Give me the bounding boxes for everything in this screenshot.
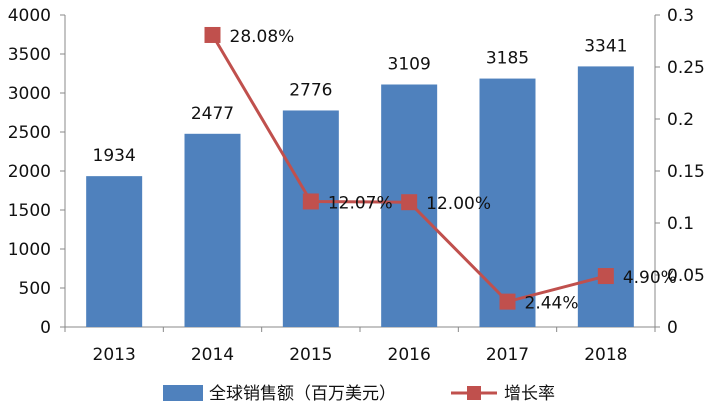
x-tick-label: 2018 bbox=[584, 345, 627, 365]
bar bbox=[479, 78, 536, 327]
bar-value-label: 3109 bbox=[388, 54, 431, 74]
left-tick-label: 2000 bbox=[8, 162, 51, 182]
growth-rate-label: 12.00% bbox=[426, 194, 491, 214]
bar-value-label: 3185 bbox=[486, 49, 529, 69]
right-tick-label: 0.15 bbox=[667, 162, 705, 182]
bar-value-label: 1934 bbox=[93, 146, 136, 166]
right-tick-label: 0.2 bbox=[667, 110, 694, 130]
right-tick-label: 0 bbox=[667, 318, 678, 338]
left-tick-label: 4000 bbox=[8, 6, 51, 26]
left-tick-label: 500 bbox=[19, 279, 51, 299]
growth-rate-marker bbox=[499, 293, 516, 310]
left-tick-label: 3000 bbox=[8, 84, 51, 104]
legend-bar-label: 全球销售额（百万美元） bbox=[209, 384, 396, 404]
legend-line-marker bbox=[467, 386, 481, 400]
right-tick-label: 0.3 bbox=[667, 6, 694, 26]
growth-rate-label: 28.08% bbox=[230, 27, 295, 47]
legend-bar-swatch bbox=[163, 385, 203, 401]
x-tick-label: 2016 bbox=[388, 345, 431, 365]
bar-value-label: 2776 bbox=[289, 80, 332, 100]
bar-value-label: 2477 bbox=[191, 104, 234, 124]
legend-line-label: 增长率 bbox=[504, 384, 555, 404]
line-labels-group: 28.08% 12.07% 12.00% 2.44% 4.90% bbox=[230, 27, 677, 314]
left-tick-label: 1000 bbox=[8, 240, 51, 260]
line-group bbox=[204, 26, 614, 310]
left-tick-label: 3500 bbox=[8, 45, 51, 65]
axes-group: 0 500 1000 1500 2000 2500 3000 3500 4000 0 0.05 0.1… bbox=[8, 6, 705, 365]
left-tick-label: 0 bbox=[40, 318, 51, 338]
growth-rate-label: 2.44% bbox=[525, 294, 579, 314]
x-tick-label: 2013 bbox=[93, 345, 136, 365]
growth-rate-marker bbox=[204, 26, 221, 43]
bar bbox=[184, 133, 241, 327]
growth-rate-label: 4.90% bbox=[623, 268, 677, 288]
right-tick-label: 0.25 bbox=[667, 58, 705, 78]
x-tick-label: 2014 bbox=[191, 345, 234, 365]
bar bbox=[282, 110, 339, 327]
x-tick-label: 2015 bbox=[289, 345, 332, 365]
growth-rate-marker bbox=[302, 193, 319, 210]
growth-rate-marker bbox=[597, 268, 614, 285]
bar bbox=[86, 176, 143, 327]
x-tick-label: 2017 bbox=[486, 345, 529, 365]
legend: 全球销售额（百万美元） 增长率 bbox=[163, 384, 555, 404]
bar-labels-group: 1934 2477 2776 3109 3185 3341 bbox=[93, 36, 628, 166]
left-tick-label: 2500 bbox=[8, 123, 51, 143]
growth-rate-marker bbox=[401, 194, 418, 211]
left-tick-label: 1500 bbox=[8, 201, 51, 221]
right-tick-label: 0.1 bbox=[667, 214, 694, 234]
growth-rate-label: 12.07% bbox=[328, 193, 393, 213]
bar-value-label: 3341 bbox=[584, 36, 627, 56]
right-tick-label: 0.05 bbox=[667, 266, 705, 286]
